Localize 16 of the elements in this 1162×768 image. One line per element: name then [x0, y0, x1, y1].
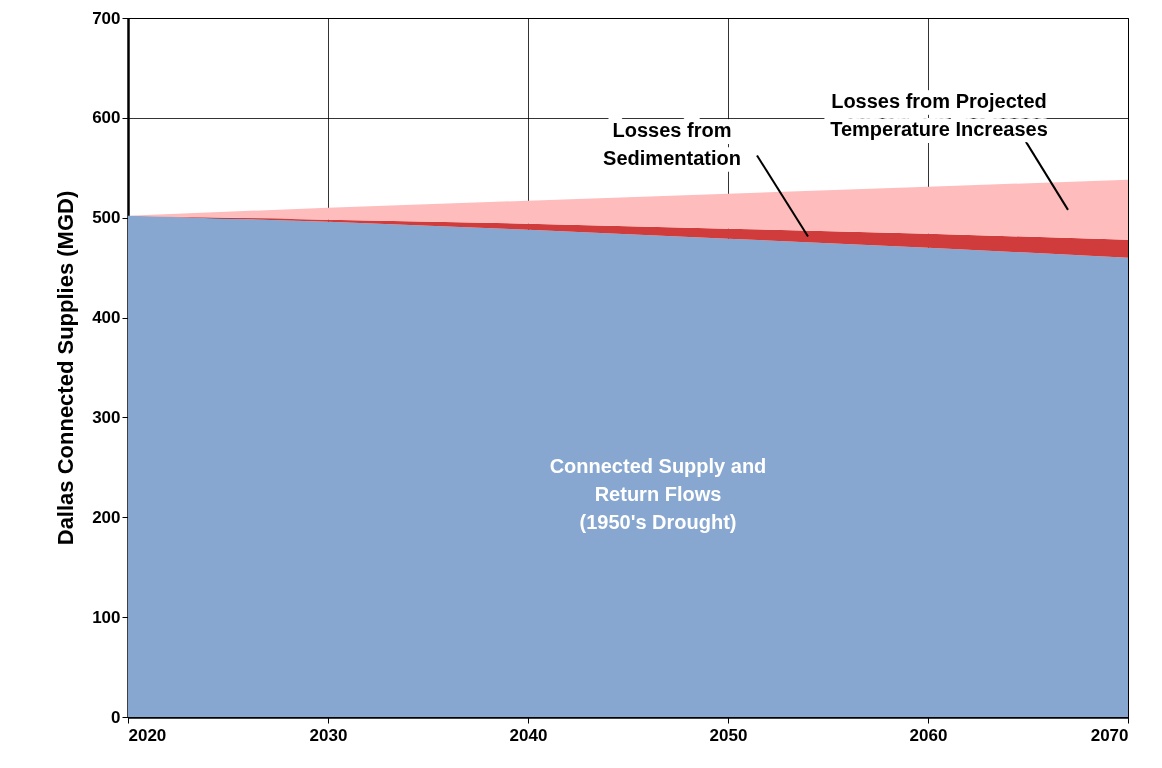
x-tick-label: 2070 — [1090, 725, 1129, 745]
y-tick-label: 200 — [92, 507, 121, 527]
y-tick-label: 100 — [92, 607, 121, 627]
y-axis-title: Dallas Connected Supplies (MGD) — [53, 190, 79, 546]
x-tick-label: 2050 — [709, 725, 748, 745]
series-label: Connected Supply and Return Flows (1950's Drought) — [549, 455, 767, 534]
y-tick-label: 0 — [111, 707, 121, 727]
x-tick-label: 2020 — [128, 725, 167, 745]
x-tick-label: 2040 — [509, 725, 548, 745]
x-tick-label: 2060 — [909, 725, 948, 745]
y-tick-label: 700 — [92, 8, 121, 28]
x-tick-label: 2030 — [309, 725, 348, 745]
y-tick-label: 400 — [92, 308, 121, 328]
y-tick-label: 300 — [92, 407, 121, 427]
y-tick-label: 600 — [92, 108, 121, 128]
y-tick-label: 500 — [92, 208, 121, 228]
